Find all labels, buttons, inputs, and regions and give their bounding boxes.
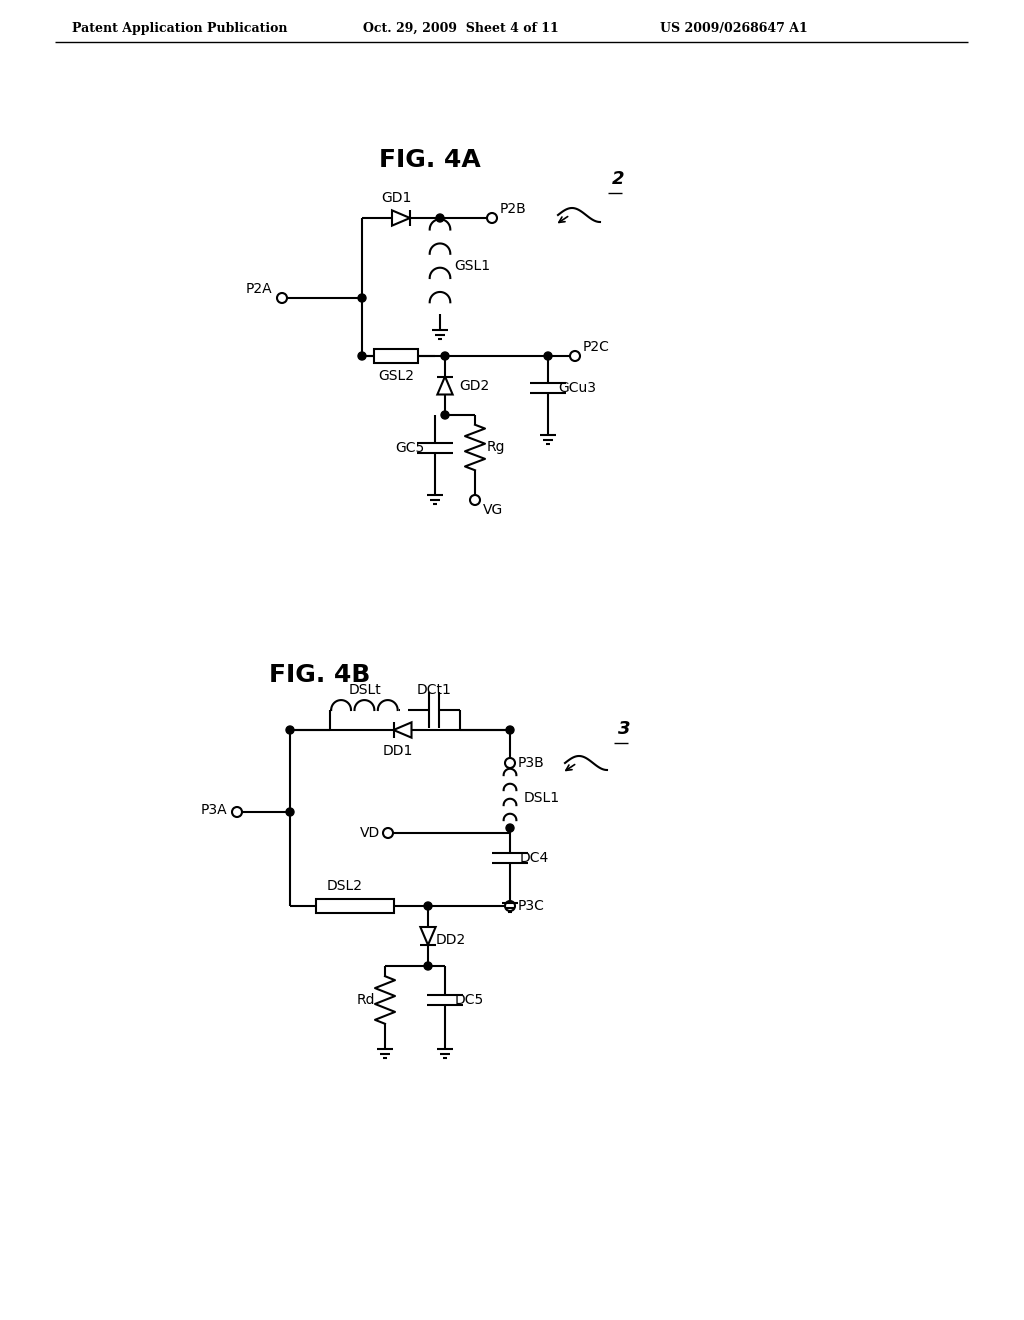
Text: US 2009/0268647 A1: US 2009/0268647 A1 (660, 22, 808, 36)
Text: GSL1: GSL1 (454, 260, 490, 273)
Circle shape (424, 902, 432, 909)
Text: GCu3: GCu3 (558, 381, 596, 395)
Text: DSL1: DSL1 (524, 791, 560, 805)
Text: FIG. 4B: FIG. 4B (269, 663, 371, 686)
Circle shape (544, 352, 552, 360)
Circle shape (441, 411, 449, 418)
Text: DD1: DD1 (382, 744, 413, 758)
Text: GD2: GD2 (459, 379, 489, 392)
Text: DD2: DD2 (436, 933, 466, 946)
Text: P3B: P3B (518, 756, 545, 770)
Text: DC4: DC4 (520, 851, 549, 865)
Text: VD: VD (359, 826, 380, 840)
Circle shape (286, 808, 294, 816)
Polygon shape (420, 927, 435, 945)
Text: GC5: GC5 (395, 441, 425, 454)
Text: P2C: P2C (583, 341, 610, 354)
Circle shape (441, 352, 449, 360)
Circle shape (358, 294, 366, 302)
Bar (316, 899, 394, 913)
Circle shape (436, 214, 444, 222)
Text: VG: VG (483, 503, 503, 517)
Circle shape (424, 962, 432, 970)
Text: P3A: P3A (201, 803, 227, 817)
Circle shape (358, 352, 366, 360)
Text: Oct. 29, 2009  Sheet 4 of 11: Oct. 29, 2009 Sheet 4 of 11 (362, 22, 559, 36)
Circle shape (286, 726, 294, 734)
Text: GSL2: GSL2 (378, 370, 414, 383)
Text: 2: 2 (612, 170, 625, 187)
Text: GD1: GD1 (381, 191, 412, 205)
Polygon shape (392, 210, 410, 226)
Polygon shape (437, 376, 453, 395)
Text: FIG. 4A: FIG. 4A (379, 148, 481, 172)
Text: DSLt: DSLt (348, 682, 381, 697)
Circle shape (506, 824, 514, 832)
Bar (374, 348, 418, 363)
Text: DSL2: DSL2 (327, 879, 362, 894)
Text: P2A: P2A (246, 282, 272, 296)
Text: 3: 3 (618, 719, 631, 738)
Text: Patent Application Publication: Patent Application Publication (72, 22, 288, 36)
Circle shape (506, 726, 514, 734)
Text: DCt1: DCt1 (417, 682, 452, 697)
Text: Rg: Rg (487, 441, 506, 454)
Text: P2B: P2B (500, 202, 526, 216)
Polygon shape (393, 722, 412, 738)
Text: Rd: Rd (356, 993, 375, 1007)
Text: DC5: DC5 (455, 993, 484, 1007)
Text: P3C: P3C (518, 899, 545, 913)
